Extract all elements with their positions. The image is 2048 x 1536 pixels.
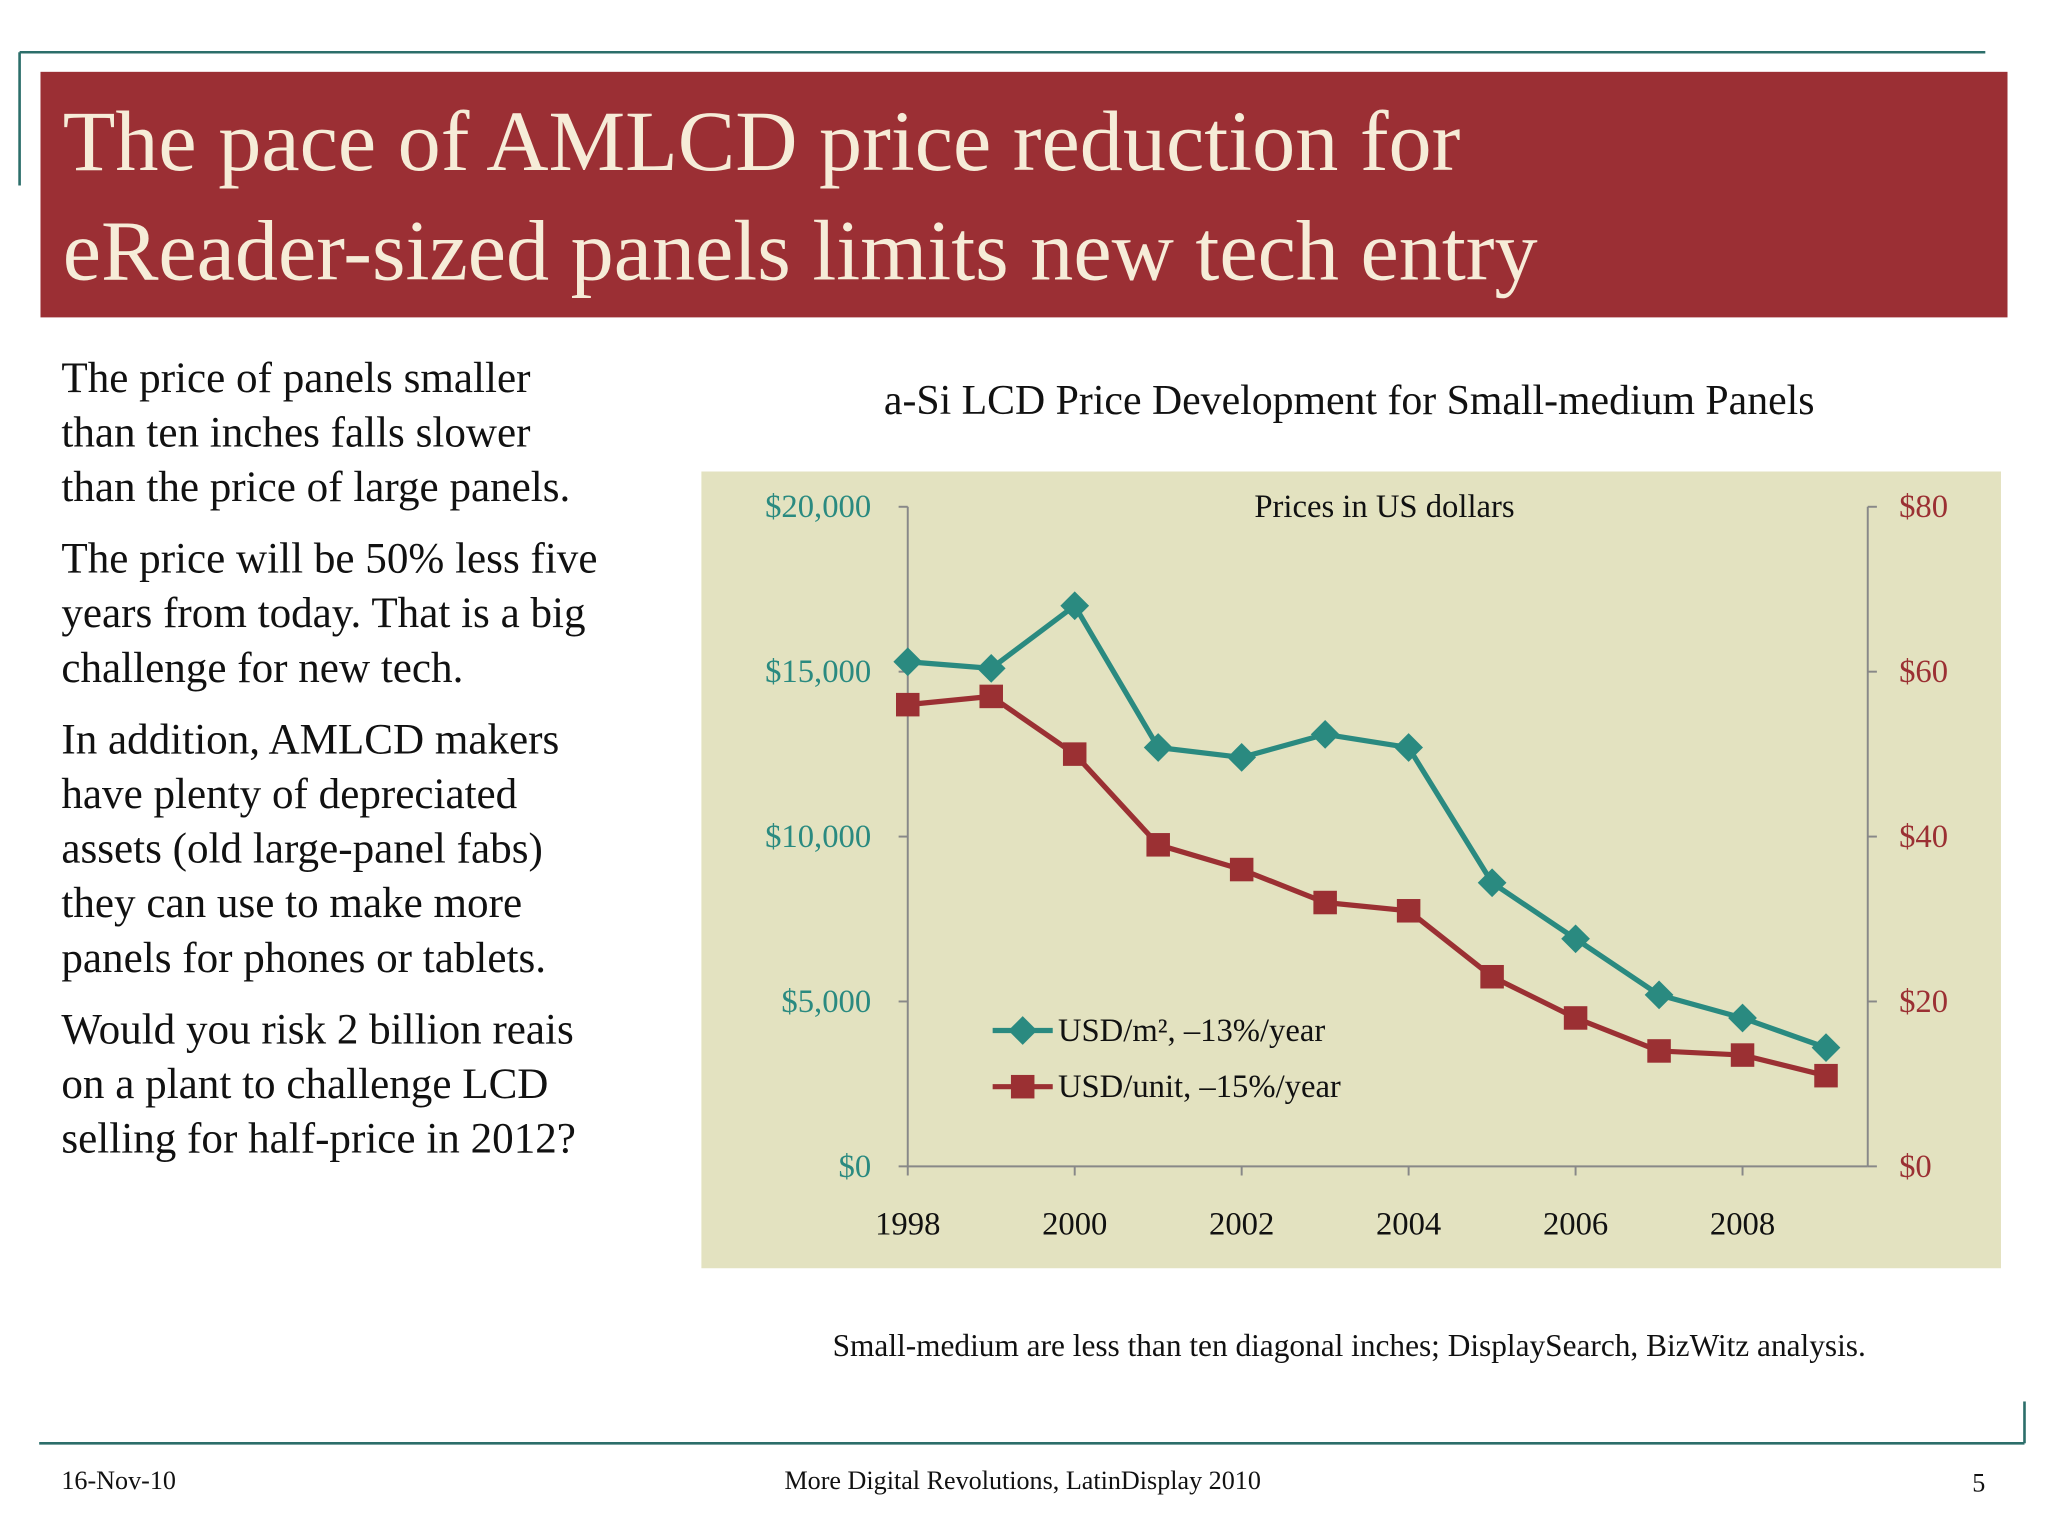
- marker: [1062, 742, 1087, 766]
- paragraph-line: than ten inches falls slower: [61, 409, 530, 456]
- marker: [1143, 733, 1173, 762]
- paragraph-line: have plenty of depreciated: [61, 771, 517, 818]
- marker: [1644, 980, 1674, 1010]
- series-line: [907, 603, 1827, 1051]
- paragraph-line: challenge for new tech.: [61, 645, 463, 692]
- legend-label: USD/m², –13%/year: [1058, 1013, 1325, 1049]
- chart: $0 $5,000 $10,000 $15,000 $20,000 $0 $20 $40 $60…: [765, 489, 1948, 1242]
- y2-tick-label: $80: [1899, 489, 1948, 525]
- title-bar: [40, 71, 2008, 318]
- paragraph-line: assets (old large-panel fabs): [61, 826, 542, 873]
- marker: [1647, 1039, 1671, 1063]
- marker: [1477, 868, 1507, 898]
- marker: [1396, 899, 1421, 923]
- paragraph-line: In addition, AMLCD makers: [61, 716, 559, 763]
- marker: [1229, 857, 1254, 882]
- marker: [1480, 964, 1504, 989]
- paragraph-line: The price will be 50% less five: [61, 536, 597, 583]
- marker: [1811, 1033, 1841, 1063]
- marker: [1814, 1063, 1838, 1088]
- paragraph-line: on a plant to challenge LCD: [61, 1061, 548, 1108]
- body-text: The price of panels smaller than ten inch…: [61, 355, 597, 1163]
- paragraph-line: selling for half-price in 2012?: [61, 1116, 576, 1163]
- slide-title: eReader-sized panels limits new tech ent…: [63, 203, 1538, 299]
- footer-date: 16-Nov-10: [61, 1466, 176, 1495]
- marker: [1728, 1003, 1757, 1033]
- y2-tick-label: $60: [1899, 654, 1948, 690]
- marker: [1563, 1006, 1588, 1030]
- legend-marker: [1008, 1016, 1038, 1045]
- x-tick-label: 2004: [1376, 1206, 1441, 1242]
- slide-title: The pace of AMLCD price reduction for: [63, 93, 1461, 189]
- y2-tick-label: $40: [1899, 819, 1948, 855]
- x-tick-label: 2000: [1042, 1206, 1107, 1242]
- marker: [979, 684, 1003, 709]
- paragraph-line: they can use to make more: [61, 880, 522, 927]
- plot-background: [701, 471, 2001, 1269]
- marker: [896, 692, 920, 717]
- marker: [1561, 924, 1590, 954]
- marker: [1394, 733, 1423, 762]
- x-tick-label: 2002: [1209, 1206, 1274, 1242]
- paragraph-line: Would you risk 2 billion reais: [61, 1006, 573, 1053]
- y-tick-label: $5,000: [781, 984, 871, 1020]
- y-tick-label: $20,000: [765, 489, 871, 525]
- paragraph-line: panels for phones or tablets.: [61, 935, 546, 982]
- paragraph-line: than the price of large panels.: [61, 464, 570, 511]
- y2-tick-label: $0: [1899, 1149, 1932, 1185]
- marker: [1060, 591, 1090, 621]
- marker: [1227, 743, 1257, 772]
- x-tick-label: 2006: [1543, 1206, 1608, 1242]
- marker: [976, 654, 1006, 683]
- footer-center: More Digital Revolutions, LatinDisplay 2…: [784, 1466, 1260, 1495]
- marker: [1146, 833, 1170, 857]
- legend-label: USD/unit, –15%/year: [1058, 1069, 1341, 1105]
- y-tick-label: $10,000: [765, 819, 871, 855]
- y2-tick-label: $20: [1899, 984, 1948, 1020]
- series-line: [907, 693, 1827, 1079]
- y-tick-label: $0: [839, 1149, 872, 1185]
- paragraph-line: The price of panels smaller: [61, 355, 530, 402]
- page-number: 5: [1972, 1469, 1985, 1498]
- y-tick-label: $15,000: [765, 654, 871, 690]
- chart-title: a-Si LCD Price Development for Small-med…: [884, 378, 1815, 424]
- marker: [1730, 1043, 1755, 1067]
- marker: [893, 647, 923, 677]
- x-tick-label: 2008: [1710, 1206, 1775, 1242]
- footnote: Small-medium are less than ten diagonal …: [833, 1328, 1866, 1363]
- x-tick-label: 1998: [875, 1206, 940, 1242]
- paragraph-line: years from today. That is a big: [61, 590, 585, 637]
- annotation: Prices in US dollars: [1254, 489, 1514, 525]
- marker: [1313, 890, 1337, 915]
- legend-marker: [1010, 1074, 1035, 1099]
